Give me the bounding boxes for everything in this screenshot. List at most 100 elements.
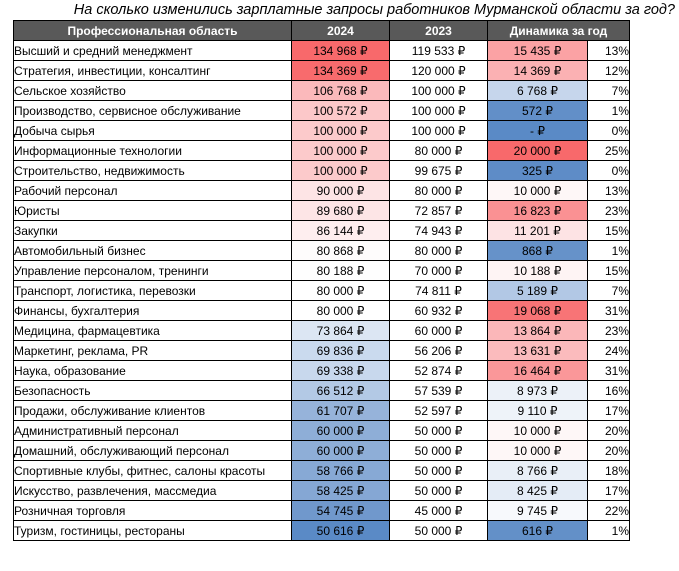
cell-2023: 70 000 ₽ xyxy=(389,260,488,281)
cell-pct: 7% xyxy=(587,80,630,101)
cell-pct: 17% xyxy=(587,480,630,501)
cell-diff: 19 068 ₽ xyxy=(487,300,588,321)
cell-2024: 80 868 ₽ xyxy=(291,240,390,261)
table-row: Административный персонал 60 000 ₽50 000 … xyxy=(13,420,630,441)
cell-area: Сельское хозяйство xyxy=(13,80,292,101)
cell-2023: 50 000 ₽ xyxy=(389,440,488,461)
cell-diff: 9 745 ₽ xyxy=(487,500,588,521)
cell-2024: 66 512 ₽ xyxy=(291,380,390,401)
cell-2023: 50 000 ₽ xyxy=(389,520,488,541)
cell-pct: 13% xyxy=(587,40,630,61)
cell-area: Домашний, обслуживающий персонал xyxy=(13,440,292,461)
cell-2024: 54 745 ₽ xyxy=(291,500,390,521)
cell-diff: 572 ₽ xyxy=(487,100,588,121)
cell-pct: 20% xyxy=(587,420,630,441)
cell-2024: 80 188 ₽ xyxy=(291,260,390,281)
cell-2024: 60 000 ₽ xyxy=(291,420,390,441)
cell-2023: 56 206 ₽ xyxy=(389,340,488,361)
cell-2024: 80 000 ₽ xyxy=(291,300,390,321)
cell-2023: 60 932 ₽ xyxy=(389,300,488,321)
cell-diff: - ₽ xyxy=(487,120,588,141)
cell-pct: 15% xyxy=(587,220,630,241)
table-row: Маркетинг, реклама, PR 69 836 ₽56 206 ₽13… xyxy=(13,340,630,361)
table-row: Информационные технологии 100 000 ₽80 000… xyxy=(13,140,630,161)
cell-area: Спортивные клубы, фитнес, салоны красоты xyxy=(13,460,292,481)
cell-area: Производство, сервисное обслуживание xyxy=(13,100,292,121)
cell-pct: 17% xyxy=(587,400,630,421)
cell-2023: 100 000 ₽ xyxy=(389,80,488,101)
cell-2023: 74 943 ₽ xyxy=(389,220,488,241)
cell-2023: 74 811 ₽ xyxy=(389,280,488,301)
cell-2023: 60 000 ₽ xyxy=(389,320,488,341)
table-row: Туризм, гостиницы, рестораны 50 616 ₽50 0… xyxy=(13,520,630,541)
cell-diff: 8 766 ₽ xyxy=(487,460,588,481)
cell-pct: 15% xyxy=(587,260,630,281)
page-title: На сколько изменились зарплатные запросы… xyxy=(73,2,675,18)
cell-2024: 90 000 ₽ xyxy=(291,180,390,201)
cell-area: Транспорт, логистика, перевозки xyxy=(13,280,292,301)
table-row: Домашний, обслуживающий персонал 60 000 ₽… xyxy=(13,440,630,461)
cell-diff: 15 435 ₽ xyxy=(487,40,588,61)
cell-area: Медицина, фармацевтика xyxy=(13,320,292,341)
cell-2024: 60 000 ₽ xyxy=(291,440,390,461)
cell-pct: 23% xyxy=(587,200,630,221)
cell-2023: 80 000 ₽ xyxy=(389,240,488,261)
cell-area: Наука, образование xyxy=(13,360,292,381)
cell-area: Продажи, обслуживание клиентов xyxy=(13,400,292,421)
cell-diff: 16 823 ₽ xyxy=(487,200,588,221)
cell-2023: 50 000 ₽ xyxy=(389,460,488,481)
header-2023: 2023 xyxy=(389,20,488,41)
cell-diff: 14 369 ₽ xyxy=(487,60,588,81)
cell-2024: 100 000 ₽ xyxy=(291,120,390,141)
cell-2024: 100 000 ₽ xyxy=(291,140,390,161)
cell-diff: 13 631 ₽ xyxy=(487,340,588,361)
table-row: Строительство, недвижимость 100 000 ₽99 6… xyxy=(13,160,630,181)
cell-2023: 100 000 ₽ xyxy=(389,120,488,141)
cell-2024: 69 338 ₽ xyxy=(291,360,390,381)
cell-2024: 106 768 ₽ xyxy=(291,80,390,101)
cell-area: Искусство, развлечения, массмедиа xyxy=(13,480,292,501)
cell-diff: 20 000 ₽ xyxy=(487,140,588,161)
cell-diff: 11 201 ₽ xyxy=(487,220,588,241)
cell-area: Финансы, бухгалтерия xyxy=(13,300,292,321)
table-header-row: Профессиональная область 2024 2023 Динам… xyxy=(13,20,630,41)
cell-diff: 868 ₽ xyxy=(487,240,588,261)
cell-pct: 7% xyxy=(587,280,630,301)
cell-area: Безопасность xyxy=(13,380,292,401)
cell-2024: 80 000 ₽ xyxy=(291,280,390,301)
cell-diff: 616 ₽ xyxy=(487,520,588,541)
cell-pct: 18% xyxy=(587,460,630,481)
cell-2024: 86 144 ₽ xyxy=(291,220,390,241)
cell-pct: 31% xyxy=(587,300,630,321)
table-row: Рабочий персонал 90 000 ₽80 000 ₽10 000 ₽… xyxy=(13,180,630,201)
cell-2024: 100 572 ₽ xyxy=(291,100,390,121)
cell-area: Стратегия, инвестиции, консалтинг xyxy=(13,60,292,81)
cell-area: Туризм, гостиницы, рестораны xyxy=(13,520,292,541)
cell-pct: 1% xyxy=(587,240,630,261)
cell-2023: 45 000 ₽ xyxy=(389,500,488,521)
cell-area: Розничная торговля xyxy=(13,500,292,521)
cell-pct: 23% xyxy=(587,320,630,341)
table-row: Наука, образование 69 338 ₽52 874 ₽16 464… xyxy=(13,360,630,381)
table-row: Юристы 89 680 ₽72 857 ₽16 823 ₽23% xyxy=(13,200,630,221)
cell-2023: 119 533 ₽ xyxy=(389,40,488,61)
cell-diff: 8 425 ₽ xyxy=(487,480,588,501)
cell-area: Добыча сырья xyxy=(13,120,292,141)
cell-2023: 52 597 ₽ xyxy=(389,400,488,421)
cell-2023: 99 675 ₽ xyxy=(389,160,488,181)
cell-2023: 100 000 ₽ xyxy=(389,100,488,121)
cell-area: Рабочий персонал xyxy=(13,180,292,201)
cell-area: Юристы xyxy=(13,200,292,221)
cell-diff: 13 864 ₽ xyxy=(487,320,588,341)
cell-pct: 16% xyxy=(587,380,630,401)
table-row: Автомобильный бизнес 80 868 ₽80 000 ₽868 … xyxy=(13,240,630,261)
cell-area: Управление персоналом, тренинги xyxy=(13,260,292,281)
cell-2023: 80 000 ₽ xyxy=(389,140,488,161)
table-body: Высший и средний менеджмент 134 968 ₽119 … xyxy=(13,40,630,541)
table-row: Закупки 86 144 ₽74 943 ₽11 201 ₽15% xyxy=(13,220,630,241)
table-row: Искусство, развлечения, массмедиа 58 425 … xyxy=(13,480,630,501)
table-row: Продажи, обслуживание клиентов 61 707 ₽52… xyxy=(13,400,630,421)
cell-pct: 13% xyxy=(587,180,630,201)
cell-2024: 73 864 ₽ xyxy=(291,320,390,341)
cell-pct: 20% xyxy=(587,440,630,461)
